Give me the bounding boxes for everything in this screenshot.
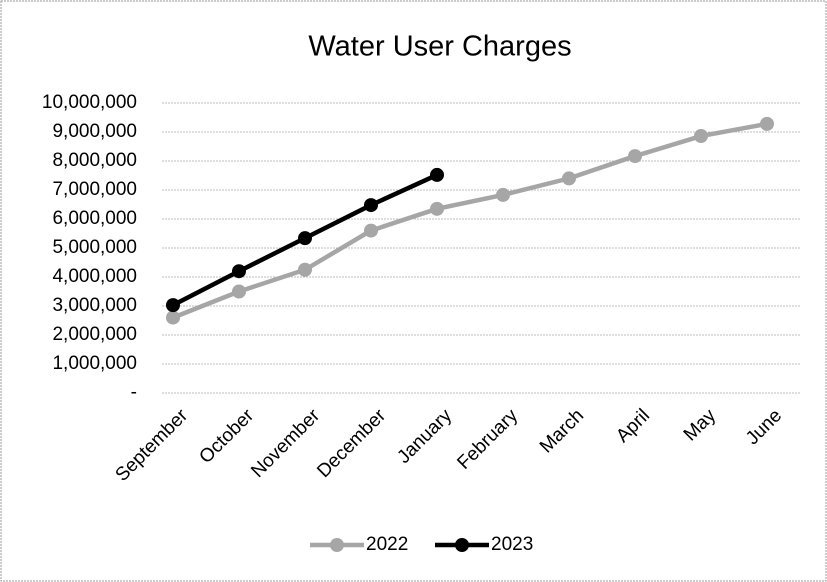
legend-label: 2022 (366, 534, 408, 555)
legend-marker (330, 538, 344, 552)
chart-title: Water User Charges (308, 31, 571, 63)
y-tick-label: 2,000,000 (52, 324, 137, 345)
y-tick-label: 7,000,000 (52, 179, 137, 200)
y-tick-label: - (131, 382, 137, 403)
y-tick-label: 8,000,000 (52, 150, 137, 171)
y-tick-label: 10,000,000 (42, 92, 137, 113)
legend-marker (455, 538, 469, 552)
marker (232, 284, 246, 299)
y-tick-label: 1,000,000 (52, 353, 137, 374)
marker (430, 201, 444, 216)
marker (298, 262, 312, 277)
marker (166, 298, 180, 313)
marker (628, 149, 642, 164)
marker (694, 129, 708, 144)
marker (298, 231, 312, 246)
marker (166, 310, 180, 325)
y-tick-label: 6,000,000 (52, 208, 137, 229)
series-line (172, 121, 768, 320)
marker (496, 187, 510, 202)
y-tick-label: 9,000,000 (52, 121, 137, 142)
marker (430, 167, 444, 182)
y-tick-label: 3,000,000 (52, 295, 137, 316)
y-tick-label: 5,000,000 (52, 237, 137, 258)
marker (364, 223, 378, 238)
marker (760, 116, 774, 131)
marker (562, 171, 576, 186)
marker (232, 264, 246, 279)
legend-label: 2023 (491, 534, 533, 555)
y-tick-label: 4,000,000 (52, 266, 137, 287)
marker (364, 198, 378, 213)
